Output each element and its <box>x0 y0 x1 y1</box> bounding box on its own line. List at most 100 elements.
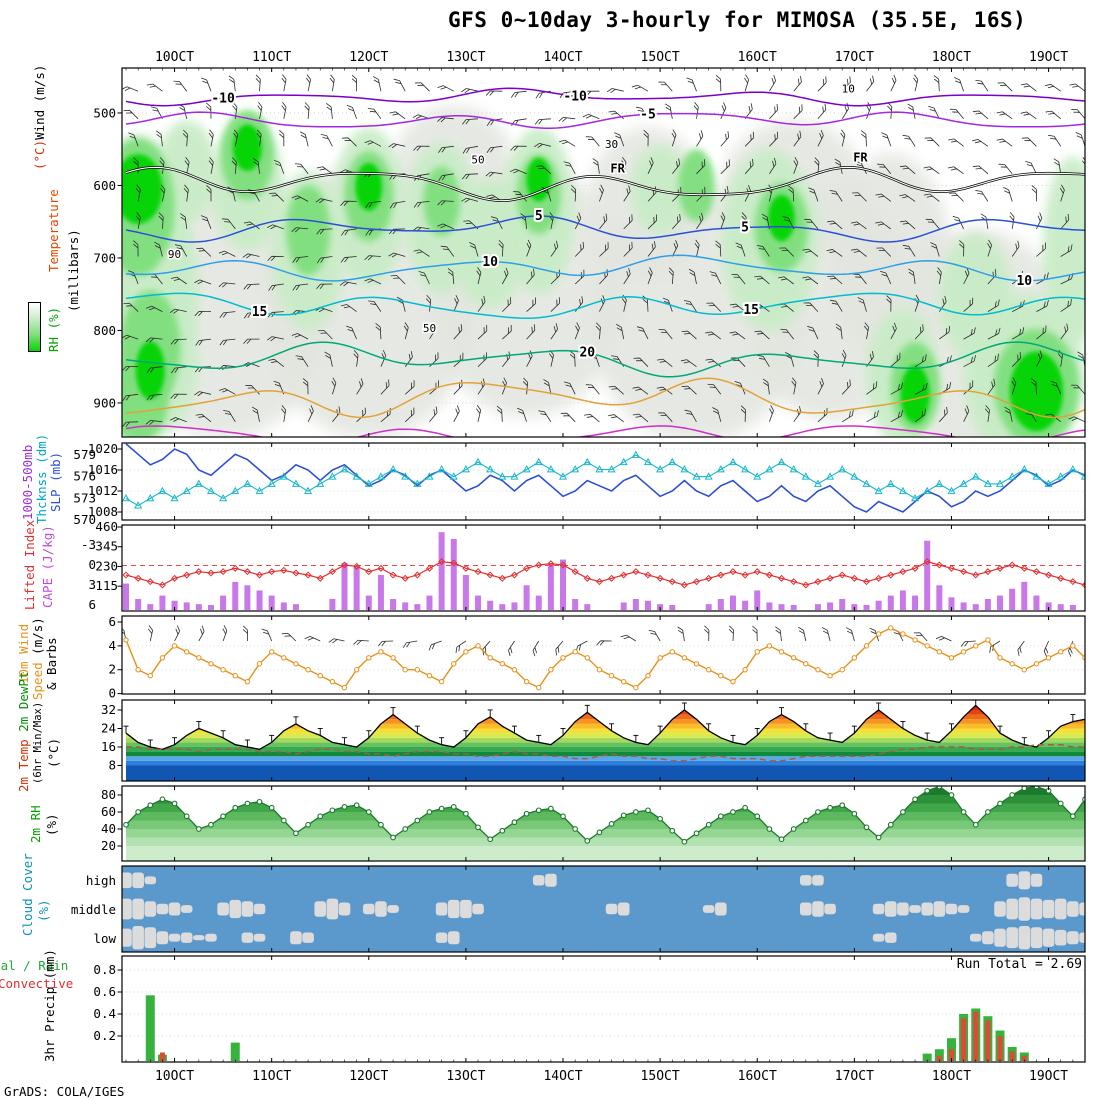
p1-label-wind: Wind (m/s) <box>32 64 47 140</box>
svg-text:0.4: 0.4 <box>93 1006 116 1021</box>
svg-text:11OCT: 11OCT <box>252 1069 291 1084</box>
p5-axis-label-minmax: (6hr Min/Max) <box>32 701 44 784</box>
panel-cross: -10 -10 -5 5 5 10 10 15 15 20 FR FR 30 50 50 90 10 <box>122 74 1085 437</box>
svg-text:14OCT: 14OCT <box>543 50 582 65</box>
p4-axis-label-speed: Speed (m/s) <box>30 617 45 700</box>
svg-text:573: 573 <box>73 490 96 505</box>
p5-label-temp: 2m Temp <box>16 731 31 792</box>
cloud-row-label-low: low <box>93 931 116 946</box>
svg-text:345: 345 <box>95 539 118 554</box>
svg-text:600: 600 <box>93 178 116 193</box>
svg-text:5: 5 <box>741 220 749 235</box>
svg-text:576: 576 <box>73 469 96 484</box>
svg-text:17OCT: 17OCT <box>835 1069 874 1084</box>
run-total-text: Run Total = 2.69 <box>956 957 1082 972</box>
p4-label-speed: Speed <box>30 662 45 700</box>
svg-text:FR: FR <box>853 150 868 164</box>
p1-axis-label-temperature: Temperature <box>46 189 61 272</box>
p4-axis-label-barbs: & Barbs <box>44 637 59 690</box>
p2-axis-label-1000-500mb: 1000-500mb <box>20 444 35 520</box>
svg-text:1012: 1012 <box>88 483 118 498</box>
svg-text:579: 579 <box>73 447 96 462</box>
svg-text:15OCT: 15OCT <box>641 50 680 65</box>
svg-text:5: 5 <box>535 209 543 224</box>
svg-text:50: 50 <box>423 322 436 335</box>
svg-text:11OCT: 11OCT <box>252 50 291 65</box>
svg-text:0.6: 0.6 <box>93 984 116 999</box>
rh-colorbar-legend <box>28 302 41 352</box>
svg-text:90: 90 <box>168 248 181 261</box>
svg-text:80: 80 <box>101 787 116 802</box>
p2-axis-label-thickness: Thcknss (dm) <box>34 433 49 524</box>
svg-text:800: 800 <box>93 323 116 338</box>
svg-text:-3: -3 <box>81 537 96 552</box>
svg-text:15: 15 <box>743 303 759 318</box>
svg-text:6: 6 <box>88 597 96 612</box>
svg-text:0.8: 0.8 <box>93 962 116 977</box>
svg-text:10: 10 <box>842 83 855 96</box>
svg-text:18OCT: 18OCT <box>932 1069 971 1084</box>
grads-credit: GrADS: COLA/IGES <box>4 1084 125 1099</box>
svg-text:30: 30 <box>605 138 618 151</box>
svg-text:-5: -5 <box>640 107 656 122</box>
svg-text:10: 10 <box>1016 274 1032 289</box>
svg-text:12OCT: 12OCT <box>349 50 388 65</box>
svg-text:15: 15 <box>252 305 268 320</box>
panel-slp <box>122 443 1085 513</box>
svg-text:40: 40 <box>101 821 116 836</box>
svg-text:-10: -10 <box>211 91 235 106</box>
panel-temp2m <box>123 700 1085 781</box>
svg-text:18OCT: 18OCT <box>932 50 971 65</box>
svg-text:60: 60 <box>101 804 116 819</box>
axes-layer: 5006007008009005795765735701020101610121… <box>73 50 1086 1084</box>
svg-text:12OCT: 12OCT <box>349 1069 388 1084</box>
p8-label-convective: Convective <box>0 976 74 991</box>
p6-axis-label-2m-rh: 2m RH <box>28 805 43 843</box>
svg-text:460: 460 <box>95 519 118 534</box>
svg-text:15OCT: 15OCT <box>641 1069 680 1084</box>
svg-text:1020: 1020 <box>88 441 118 456</box>
p1-axis-label-rh: RH (%) <box>46 306 61 352</box>
svg-text:900: 900 <box>93 395 116 410</box>
p1-axis-label-millibars: (millibars) <box>66 229 81 312</box>
svg-text:16OCT: 16OCT <box>738 50 777 65</box>
p7-axis-label-cloud-cover: Cloud Cover <box>20 853 35 936</box>
panel-precip <box>122 969 1085 1061</box>
svg-text:8: 8 <box>108 758 116 773</box>
svg-text:16: 16 <box>101 739 116 754</box>
svg-text:1008: 1008 <box>88 504 118 519</box>
svg-text:50: 50 <box>471 154 484 167</box>
svg-text:500: 500 <box>93 105 116 120</box>
svg-text:20: 20 <box>579 346 595 361</box>
panel-cloud <box>122 866 1085 952</box>
svg-text:19OCT: 19OCT <box>1029 1069 1068 1084</box>
svg-text:16OCT: 16OCT <box>738 1069 777 1084</box>
p5-label-dewpt: 2m DewPt <box>16 671 31 732</box>
panel-wind10m <box>122 625 1085 691</box>
p3-axis-label-lifted-index: Lifted Index <box>22 519 37 610</box>
svg-text:0: 0 <box>108 686 116 701</box>
svg-text:14OCT: 14OCT <box>543 1069 582 1084</box>
svg-text:115: 115 <box>95 578 118 593</box>
svg-text:2: 2 <box>108 662 116 677</box>
svg-text:24: 24 <box>101 721 116 736</box>
cloud-row-label-middle: middle <box>70 902 116 917</box>
svg-text:10OCT: 10OCT <box>155 1069 194 1084</box>
svg-text:230: 230 <box>95 558 118 573</box>
p1-axis-label-wind: (°C)Wind (m/s) <box>32 65 47 170</box>
svg-text:0: 0 <box>88 557 96 572</box>
svg-text:32: 32 <box>101 702 116 717</box>
p8-label-total-rain: Total / Rain <box>0 958 69 973</box>
svg-text:20: 20 <box>101 838 116 853</box>
svg-text:17OCT: 17OCT <box>835 50 874 65</box>
p7-axis-label-pct: (%) <box>36 899 51 922</box>
svg-text:-10: -10 <box>563 89 587 104</box>
p3-axis-label-cape: CAPE (J/kg) <box>40 525 55 608</box>
svg-text:0.2: 0.2 <box>93 1028 116 1043</box>
svg-text:570: 570 <box>73 512 96 527</box>
svg-text:13OCT: 13OCT <box>446 50 485 65</box>
panel-cape <box>122 532 1085 610</box>
svg-text:3: 3 <box>88 577 96 592</box>
svg-text:10: 10 <box>482 255 498 270</box>
